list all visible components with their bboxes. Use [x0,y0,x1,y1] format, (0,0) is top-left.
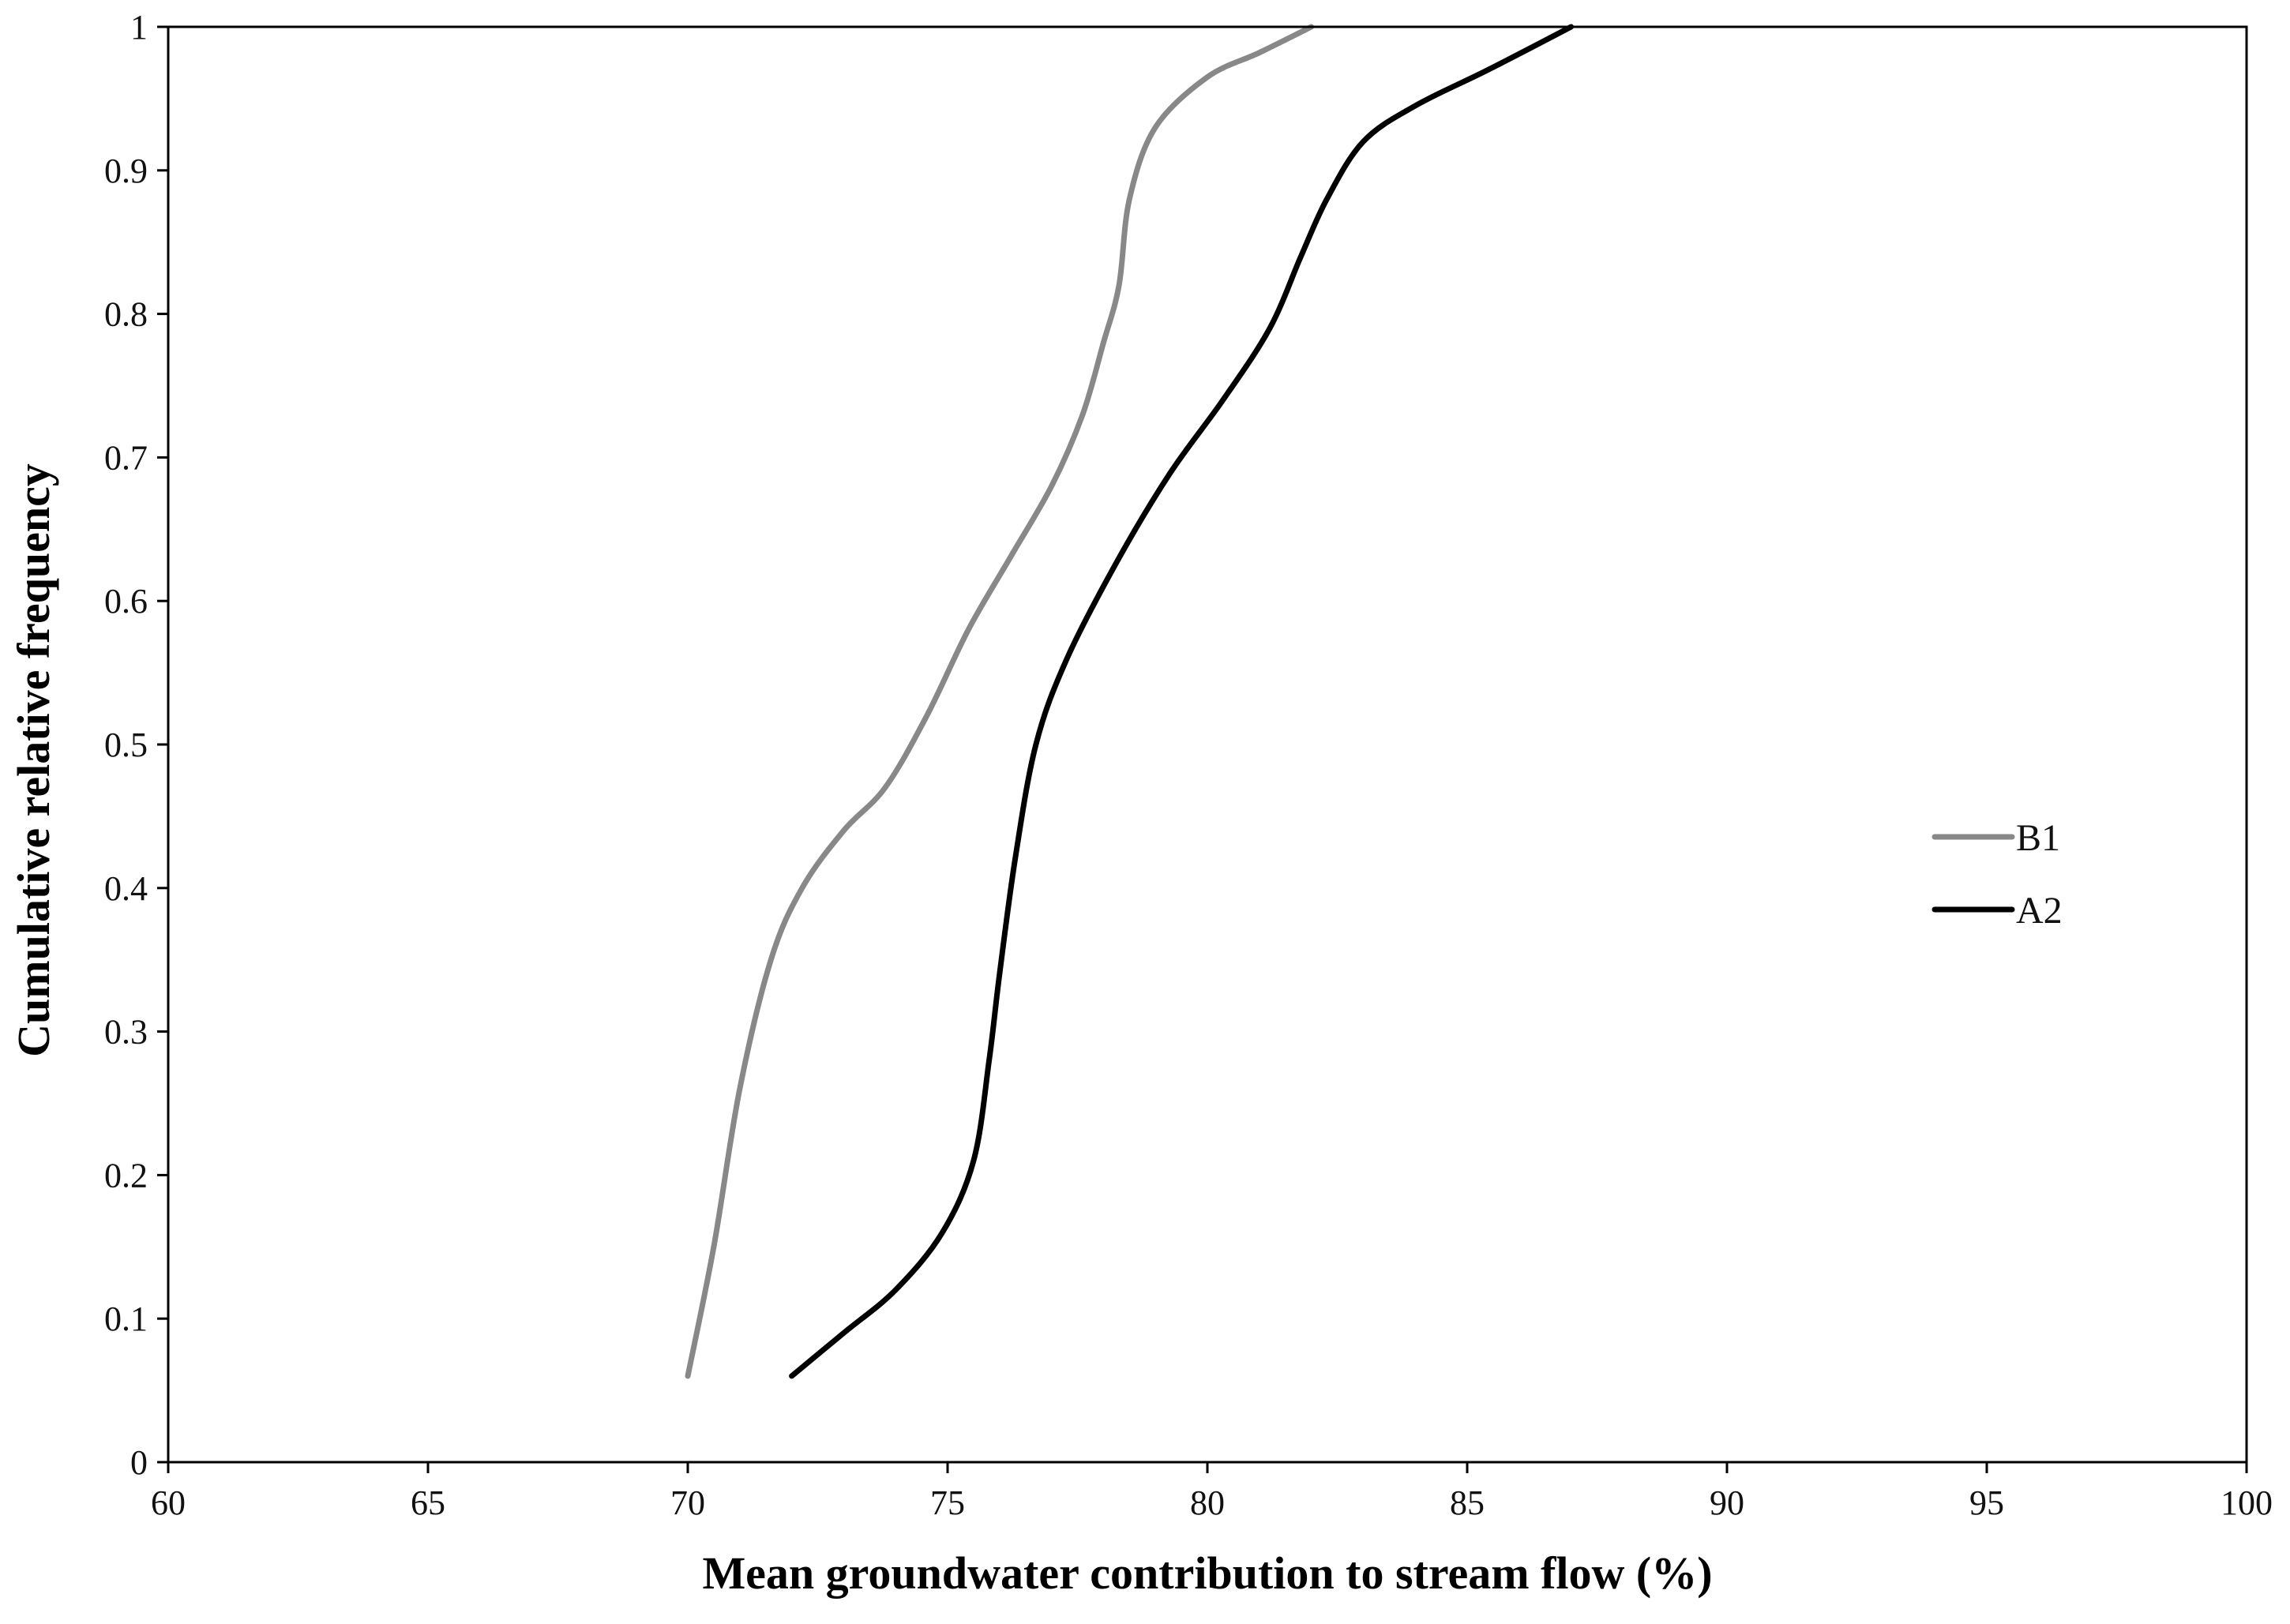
y-tick-label: 0.1 [104,1300,148,1338]
x-tick-label: 85 [1450,1483,1485,1522]
y-tick-label: 0.7 [104,438,148,477]
x-tick-label: 75 [930,1483,965,1522]
legend: B1 A2 [1931,817,2063,932]
x-tick-label: 100 [2221,1483,2273,1522]
x-tick-label: 70 [670,1483,705,1522]
x-tick-label: 90 [1710,1483,1744,1522]
series-line-a2 [789,24,1575,1379]
y-tick-label: 0.4 [104,869,148,908]
series-layer [685,24,1575,1379]
y-tick-label: 0.3 [104,1013,148,1052]
legend-label: B1 [2016,817,2060,859]
legend-label: A2 [2016,890,2063,932]
x-tick-label: 95 [1969,1483,2004,1522]
x-axis-ticks: 60 65 70 75 80 85 90 95 100 [151,1462,2273,1522]
y-axis-ticks: 0 0.1 0.2 0.3 0.4 0.5 0.6 0.7 0.8 0.9 1 [104,8,168,1482]
y-tick-label: 0.9 [104,152,148,190]
y-tick-label: 1 [130,8,148,47]
y-axis-title: Cumulative relative frequency [8,463,59,1057]
x-tick-label: 65 [411,1483,445,1522]
y-tick-label: 0.5 [104,726,148,764]
x-axis-title: Mean groundwater contribution to stream … [702,1547,1712,1599]
y-tick-label: 0 [130,1443,148,1482]
y-tick-label: 0.8 [104,295,148,334]
plot-area-frame [167,25,2248,1464]
y-tick-label: 0.2 [104,1156,148,1195]
series-line-b1 [685,24,1315,1379]
x-tick-label: 80 [1190,1483,1225,1522]
y-tick-label: 0.6 [104,582,148,621]
x-tick-label: 60 [151,1483,186,1522]
